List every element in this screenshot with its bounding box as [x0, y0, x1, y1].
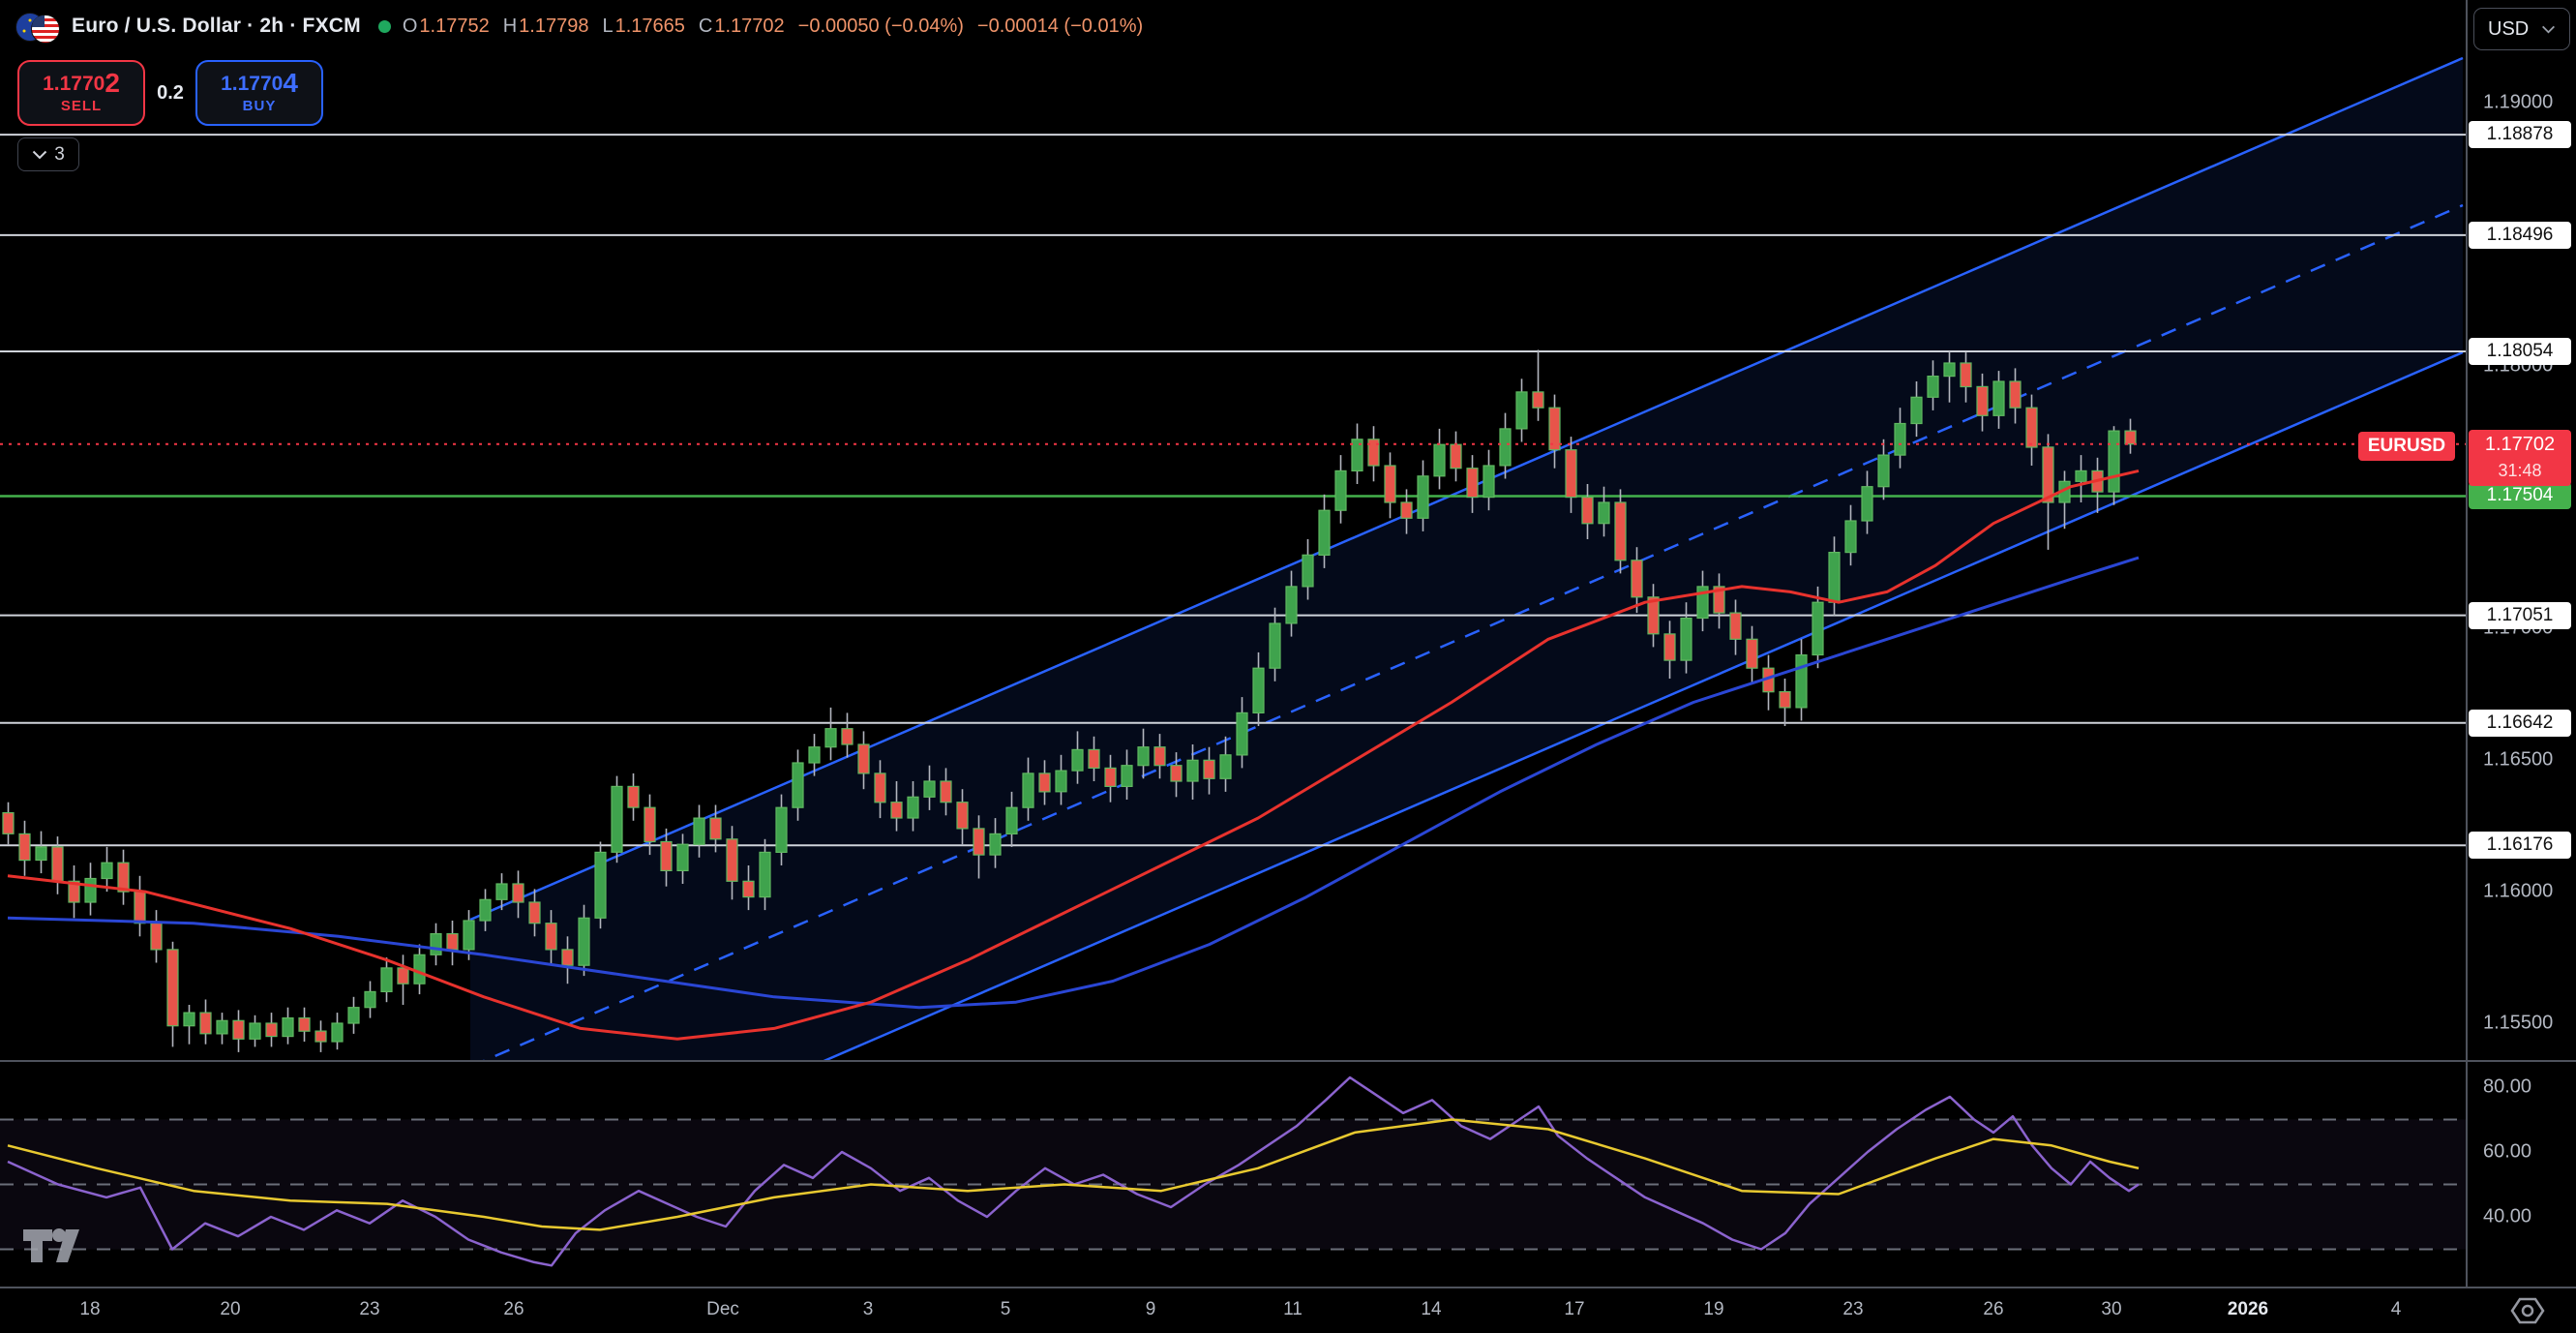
ohlc-value: O 1.17752	[402, 15, 490, 37]
time-axis-label: 23	[359, 1299, 380, 1319]
ohlc-value: C 1.17702	[698, 15, 785, 37]
price-level-badge: 1.18054	[2469, 338, 2571, 366]
sell-price: 1.1770	[43, 73, 105, 95]
time-axis-label: 19	[1703, 1299, 1724, 1319]
buy-pip-digit: 4	[283, 68, 298, 98]
market-open-dot-icon[interactable]	[377, 19, 391, 33]
trade-panel: 1.17702 SELL 0.2 1.17704 BUY	[17, 60, 323, 126]
legend-collapse-button[interactable]: 3	[17, 137, 79, 171]
time-axis-label: 23	[1842, 1299, 1864, 1319]
indicator-count: 3	[54, 143, 65, 165]
time-axis-label: 26	[503, 1299, 524, 1319]
time-axis-label: 11	[1283, 1299, 1303, 1319]
rsi-axis-label: 80.00	[2483, 1075, 2532, 1098]
time-axis-label: 14	[1421, 1299, 1442, 1319]
time-axis-label: 18	[79, 1299, 101, 1319]
price-axis-label: 1.15500	[2483, 1012, 2554, 1034]
sell-button[interactable]: 1.17702 SELL	[17, 60, 145, 126]
chevron-down-icon	[32, 150, 47, 159]
ohlc-legend: O 1.17752 H 1.17798 L 1.17665 C 1.17702 −0.00050…	[403, 15, 1143, 38]
symbol-flags-icon	[15, 10, 60, 44]
price-axis-label: 1.16500	[2483, 748, 2554, 771]
buy-price: 1.1770	[221, 73, 284, 95]
symbol-title[interactable]: Euro / U.S. Dollar · 2h · FXCM	[72, 15, 361, 37]
price-level-badge: 1.16642	[2469, 709, 2571, 737]
bar-countdown: 31:48	[2498, 460, 2542, 480]
price-axis-label: 1.16000	[2483, 880, 2554, 902]
price-level-badge: 1.18878	[2469, 121, 2571, 149]
symbol-legend: Euro / U.S. Dollar · 2h · FXCM O 1.17752 H…	[15, 10, 1143, 44]
chevron-down-icon	[2542, 25, 2555, 33]
usd-flag-icon	[31, 15, 60, 44]
ohlc-value: L 1.17665	[602, 15, 685, 37]
time-axis-label: Dec	[706, 1299, 739, 1319]
spread-value: 0.2	[157, 81, 184, 104]
price-level-badge: 1.18496	[2469, 221, 2571, 249]
price-axis[interactable]: 1.190001.180001.170001.165001.160001.155…	[2467, 0, 2576, 1288]
time-axis-label: 9	[1145, 1299, 1156, 1319]
time-axis[interactable]: 18 20 23 26 Dec 3 5 9 11 14 17 19 23 26 30 2026 4	[0, 1289, 2576, 1333]
time-axis-label: 2026	[2227, 1299, 2269, 1319]
rsi-axis-label: 60.00	[2483, 1140, 2532, 1163]
currency-label: USD	[2488, 17, 2530, 40]
buy-label: BUY	[242, 98, 277, 114]
price-level-badge: 1.17051	[2469, 601, 2571, 629]
tradingview-logo[interactable]	[19, 1222, 83, 1270]
green-level-badge: 1.17504	[2469, 482, 2571, 510]
time-axis-label: 26	[1983, 1299, 2004, 1319]
currency-selector-button[interactable]: USD	[2473, 8, 2570, 50]
time-axis-label: 5	[1000, 1299, 1011, 1319]
rsi-axis-label: 40.00	[2483, 1205, 2532, 1227]
change-value: −0.00014 (−0.01%)	[976, 15, 1144, 37]
price-axis-label: 1.19000	[2483, 91, 2554, 113]
current-price: 1.17702	[2484, 433, 2556, 455]
sell-label: SELL	[60, 98, 103, 114]
ohlc-value: H 1.17798	[502, 15, 589, 37]
time-axis-label: 20	[220, 1299, 241, 1319]
time-axis-label: 30	[2101, 1299, 2122, 1319]
change-value: −0.00050 (−0.04%)	[797, 15, 964, 37]
price-level-badge: 1.16176	[2469, 832, 2571, 860]
current-price-badge: 1.17702 31:48	[2469, 429, 2571, 486]
buy-button[interactable]: 1.17704 BUY	[195, 60, 323, 126]
price-line-symbol-badge: EURUSD	[2358, 432, 2455, 461]
settings-hexagon-icon[interactable]	[2506, 1293, 2549, 1328]
time-axis-label: 4	[2390, 1299, 2402, 1319]
sell-pip-digit: 2	[105, 68, 120, 98]
time-axis-label: 17	[1564, 1299, 1585, 1319]
time-axis-label: 3	[862, 1299, 874, 1319]
